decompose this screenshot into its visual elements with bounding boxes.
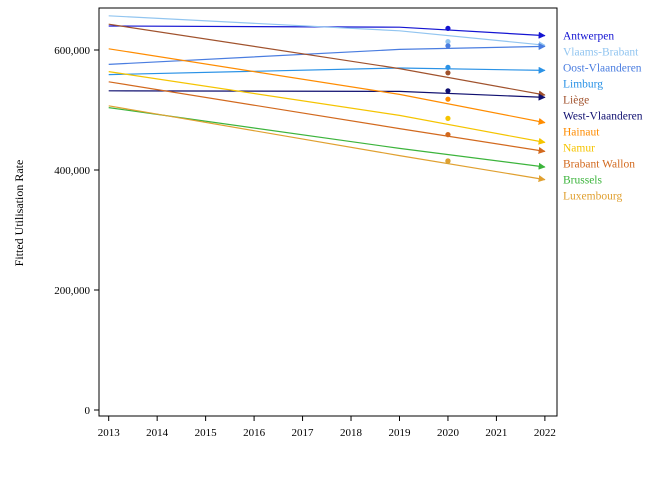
series-lines — [108, 15, 546, 183]
y-axis-title: Fitted Utilisation Rate — [12, 160, 26, 267]
legend-label-oost-vlaanderen: Oost-Vlaanderen — [563, 63, 642, 75]
series-line-vlaams-brabant — [108, 15, 546, 49]
series-marker-namur — [445, 115, 451, 121]
x-tick-label-2022: 2022 — [534, 427, 556, 439]
legend-label-antwerpen: Antwerpen — [563, 31, 614, 43]
x-tick-label-2018: 2018 — [340, 427, 363, 439]
series-marker-limburg — [445, 64, 451, 70]
y-axis: 0 200,000 400,000 600,000 — [54, 45, 99, 417]
legend: Antwerpen Vlaams-Brabant Oost-Vlaanderen Li… — [563, 31, 643, 203]
series-line-liege — [108, 23, 546, 98]
legend-label-limburg: Limburg — [563, 79, 603, 91]
series-marker-brabant-wallon — [445, 132, 451, 138]
legend-label-west-vlaanderen: West-Vlaanderen — [563, 111, 643, 123]
legend-label-liege: Liège — [563, 95, 589, 107]
x-tick-label-2017: 2017 — [292, 427, 315, 439]
plot-frame — [98, 7, 558, 417]
legend-label-brabant-wallon: Brabant Wallon — [563, 159, 635, 171]
legend-label-brussels: Brussels — [563, 175, 603, 187]
x-tick-label-2014: 2014 — [146, 427, 169, 439]
x-tick-label-2019: 2019 — [388, 427, 411, 439]
series-line-hainaut — [108, 48, 546, 125]
x-tick-label-2013: 2013 — [98, 427, 121, 439]
y-tick-label-0: 0 — [85, 405, 91, 417]
y-tick-label-600000: 600,000 — [54, 45, 90, 57]
x-axis: 2013 2014 2015 2016 2017 2018 2019 2020 2021 2022 — [98, 416, 556, 439]
x-tick-label-2016: 2016 — [243, 427, 266, 439]
y-tick-label-400000: 400,000 — [54, 165, 90, 177]
series-line-oost-vlaanderen — [108, 43, 546, 65]
series-markers — [445, 25, 451, 164]
series-line-west-vlaanderen — [108, 90, 546, 101]
series-marker-luxembourg — [445, 158, 451, 164]
x-tick-label-2015: 2015 — [195, 427, 218, 439]
legend-label-hainaut: Hainaut — [563, 127, 600, 139]
series-marker-antwerpen — [445, 25, 451, 31]
y-tick-label-200000: 200,000 — [54, 285, 90, 297]
series-marker-liege — [445, 70, 451, 76]
series-marker-oost-vlaanderen — [445, 43, 451, 49]
series-line-brabant-wallon — [108, 81, 546, 154]
legend-label-vlaams-brabant: Vlaams-Brabant — [563, 47, 639, 59]
series-line-namur — [108, 71, 546, 145]
series-line-limburg — [108, 66, 546, 76]
legend-label-namur: Namur — [563, 143, 595, 155]
series-marker-west-vlaanderen — [445, 88, 451, 94]
x-tick-label-2020: 2020 — [437, 427, 460, 439]
series-marker-hainaut — [445, 96, 451, 102]
series-line-antwerpen — [108, 25, 546, 39]
series-line-luxembourg — [108, 105, 546, 183]
series-line-brussels — [108, 107, 546, 170]
legend-label-luxembourg: Luxembourg — [563, 191, 622, 203]
x-tick-label-2021: 2021 — [485, 427, 507, 439]
series-marker-vlaams-brabant — [445, 39, 451, 45]
